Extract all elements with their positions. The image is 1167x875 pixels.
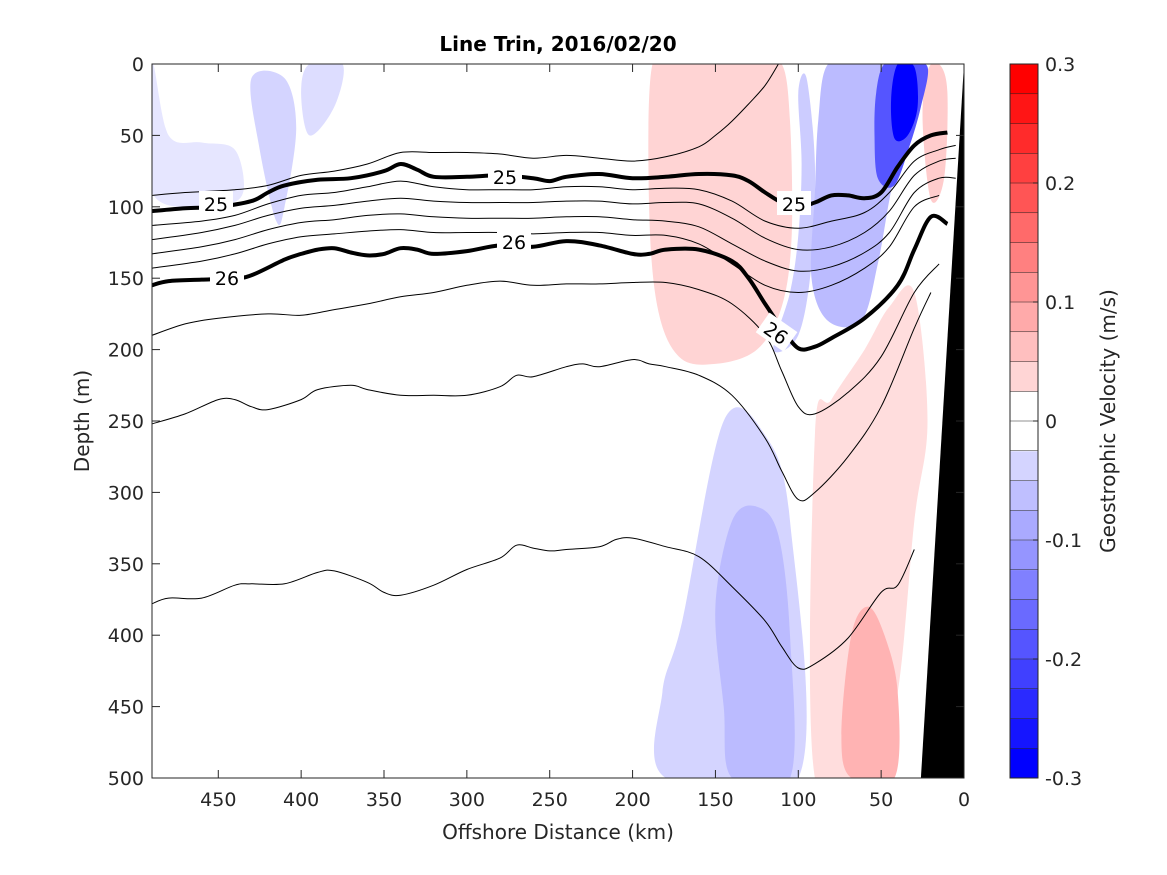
colorbar-tick-label: 0.3 xyxy=(1045,54,1075,76)
y-tick-label: 250 xyxy=(108,411,144,433)
colorbar-band xyxy=(1010,599,1038,630)
velocity-patch-3 xyxy=(841,606,900,778)
x-tick-label: 300 xyxy=(449,789,485,811)
x-tick-label: 200 xyxy=(614,789,650,811)
y-tick-label: 500 xyxy=(108,768,144,790)
contour-label-bg xyxy=(777,191,811,215)
x-tick-label: 0 xyxy=(958,789,970,811)
colorbar-band xyxy=(1010,540,1038,571)
contour-label-bg xyxy=(210,265,244,289)
velocity-patch-10 xyxy=(715,505,795,778)
colorbar-band xyxy=(1010,391,1038,422)
isopycnal-line-8 xyxy=(152,292,932,502)
colorbar-band xyxy=(1010,480,1038,511)
x-tick-label: 100 xyxy=(780,789,816,811)
isopycnal-line-6 xyxy=(152,213,949,352)
x-tick-label: 450 xyxy=(200,789,236,811)
x-tick-label: 150 xyxy=(697,789,733,811)
contour-label: 26 xyxy=(502,232,526,254)
isopycnal-line-5 xyxy=(152,194,940,293)
isopycnal-line-7 xyxy=(152,263,940,416)
contour-label: 25 xyxy=(782,194,806,216)
x-tick-label: 350 xyxy=(366,789,402,811)
colorbar-band xyxy=(1010,331,1038,362)
colorbar-tick-label: -0.2 xyxy=(1045,649,1082,671)
colorbar-tick-label: 0.1 xyxy=(1045,292,1075,314)
colorbar-band xyxy=(1010,569,1038,600)
colorbar-band xyxy=(1010,361,1038,392)
isopycnal-line-2 xyxy=(152,144,956,229)
contour-label-bg xyxy=(488,164,522,188)
x-tick-label: 250 xyxy=(532,789,568,811)
y-tick-label: 200 xyxy=(108,340,144,362)
y-tick-label: 150 xyxy=(108,268,144,290)
bathymetry-shape xyxy=(920,64,964,778)
y-axis-label: Depth (m) xyxy=(70,370,94,472)
colorbar-band xyxy=(1010,510,1038,541)
y-tick-label: 50 xyxy=(120,125,144,147)
y-tick-label: 300 xyxy=(108,482,144,504)
colorbar-band xyxy=(1010,212,1038,243)
colorbar-label: Geostrophic Velocity (m/s) xyxy=(1096,289,1120,553)
isopycnal-contours xyxy=(152,64,956,670)
velocity-patch-5 xyxy=(773,73,816,353)
colorbar-band xyxy=(1010,748,1038,779)
velocity-patch-8 xyxy=(890,64,919,142)
colorbar-band xyxy=(1010,183,1038,214)
colorbar-band xyxy=(1010,659,1038,690)
x-axis-label: Offshore Distance (km) xyxy=(442,820,674,844)
colorbar-tick-label: 0.2 xyxy=(1045,173,1075,195)
colorbar-band xyxy=(1010,153,1038,184)
colorbar: 0.3 0.2 0.1 0 -0.1 -0.2 -0.3 xyxy=(1009,54,1082,790)
chart-title: Line Trin, 2016/02/20 xyxy=(439,32,676,56)
colorbar-band xyxy=(1010,629,1038,660)
colorbar-band xyxy=(1010,302,1038,333)
colorbar-band xyxy=(1010,450,1038,481)
colorbar-band xyxy=(1010,272,1038,303)
colorbar-band xyxy=(1010,123,1038,154)
colorbar-band xyxy=(1010,64,1038,95)
velocity-patch-2 xyxy=(809,285,928,778)
isopycnal-line-1 xyxy=(152,130,948,214)
isopycnal-line-0 xyxy=(152,64,779,196)
colorbar-band xyxy=(1010,93,1038,124)
contour-label-bg xyxy=(497,229,531,253)
colorbar-tick-label: 0 xyxy=(1045,411,1057,433)
colorbar-band xyxy=(1010,421,1038,452)
y-tick-label: 0 xyxy=(132,54,144,76)
y-tick-label: 450 xyxy=(108,697,144,719)
x-axis: 450 400 350 300 250 200 150 100 50 0 xyxy=(200,64,970,811)
x-tick-label: 50 xyxy=(869,789,893,811)
colorbar-tick-label: -0.1 xyxy=(1045,530,1082,552)
y-axis: 0 50 100 150 200 250 300 350 400 450 500 xyxy=(108,54,964,790)
y-tick-label: 350 xyxy=(108,554,144,576)
contour-label: 25 xyxy=(493,167,517,189)
isopycnal-line-4 xyxy=(152,176,956,272)
velocity-patch-13 xyxy=(301,64,344,136)
colorbar-band xyxy=(1010,718,1038,749)
contour-label: 26 xyxy=(215,268,239,290)
colorbar-band xyxy=(1010,242,1038,273)
bathymetry-layer xyxy=(920,64,964,778)
x-tick-label: 400 xyxy=(283,789,319,811)
velocity-patch-12 xyxy=(152,64,244,207)
colorbar-tick-label: -0.3 xyxy=(1045,768,1082,790)
colorbar-band xyxy=(1010,688,1038,719)
isopycnal-line-3 xyxy=(152,157,956,251)
y-tick-label: 400 xyxy=(108,625,144,647)
contour-label-bg xyxy=(199,191,233,215)
contour-label-bg xyxy=(755,312,798,352)
contour-label: 25 xyxy=(204,194,228,216)
isopycnal-line-9 xyxy=(152,537,915,670)
y-tick-label: 100 xyxy=(108,197,144,219)
